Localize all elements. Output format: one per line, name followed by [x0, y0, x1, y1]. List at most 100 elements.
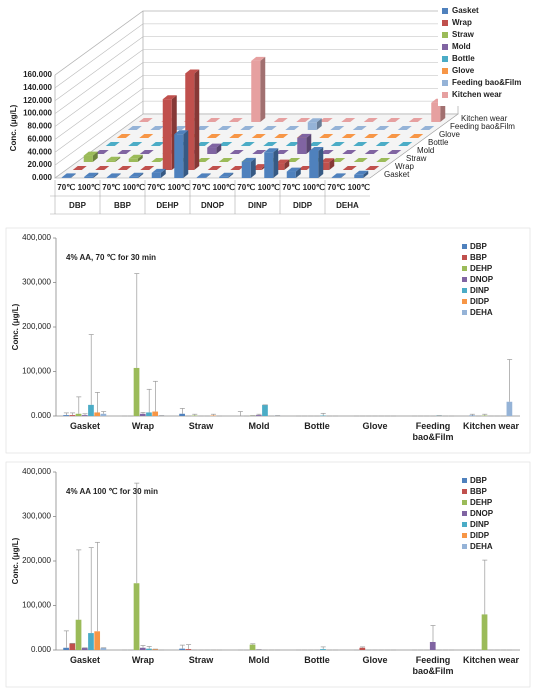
legend-swatch	[442, 68, 448, 74]
bar-top	[342, 166, 357, 170]
legend-label: DBP	[470, 242, 488, 251]
bar	[481, 614, 488, 650]
bar-side	[284, 159, 290, 170]
bar	[75, 413, 82, 416]
bar	[94, 412, 101, 416]
x-tick-label: Feeding bao&Film	[412, 655, 454, 676]
bar-top	[151, 158, 166, 162]
bar	[152, 649, 159, 650]
x-tick-label: 100℃	[168, 183, 190, 192]
bar-top	[353, 158, 368, 162]
bar-side	[93, 172, 99, 178]
x-tick-label: 70℃	[57, 183, 75, 192]
bar-top	[341, 118, 356, 122]
legend-label: Gasket	[452, 6, 479, 15]
depth-label: Gasket	[384, 170, 410, 179]
y-tick-label: 0.000	[31, 411, 52, 420]
grid-line	[54, 113, 144, 179]
bar	[69, 643, 76, 650]
y-axis-title: Conc. (μg/L)	[9, 104, 18, 151]
bar	[61, 177, 71, 178]
x-tick-label: Straw	[188, 655, 214, 665]
bar-side	[70, 173, 76, 178]
bar-side	[250, 157, 256, 178]
bar-top	[286, 167, 301, 172]
bar	[196, 177, 206, 178]
bar-side	[183, 130, 189, 178]
legend-swatch	[462, 511, 467, 516]
bar-top	[116, 134, 131, 138]
bar-side	[115, 156, 121, 162]
legend-swatch	[462, 500, 467, 505]
group-label: DIDP	[293, 201, 313, 210]
bar-top	[264, 148, 279, 153]
bar-side	[216, 143, 222, 154]
grid-line	[54, 10, 144, 76]
x-tick-label: 100℃	[213, 183, 235, 192]
x-tick-label: Bottle	[304, 421, 330, 431]
bar-side	[205, 173, 211, 178]
bar	[249, 644, 256, 650]
bar	[88, 404, 94, 416]
depth-label: Straw	[406, 154, 427, 163]
x-tick-label: 100℃	[123, 183, 145, 192]
bar-top	[397, 126, 412, 130]
bar-top	[95, 166, 110, 170]
legend-swatch	[442, 80, 448, 86]
y-axis-title: Conc. (μg/L)	[11, 303, 20, 350]
x-tick-label: 70℃	[282, 183, 300, 192]
bar	[309, 150, 319, 178]
bar	[207, 147, 217, 154]
legend-label: Glove	[452, 66, 475, 75]
bar-side	[273, 148, 279, 178]
group-label: DNOP	[201, 201, 225, 210]
x-tick-label: 70℃	[237, 183, 255, 192]
bar-top	[72, 166, 87, 170]
y-tick-label: 100.000	[23, 109, 52, 118]
bar	[264, 152, 274, 178]
bar-side	[137, 154, 143, 162]
legend-label: Kitchen wear	[452, 90, 502, 99]
x-tick-label: 70℃	[102, 183, 120, 192]
bar-top	[364, 150, 379, 154]
legend-label: DBP	[470, 476, 488, 485]
grid-line	[54, 62, 144, 127]
legend-swatch	[462, 299, 467, 304]
x-tick-label: Feeding bao&Film	[412, 421, 454, 442]
y-tick-label: 300,000	[22, 278, 51, 287]
bar-top	[83, 151, 98, 156]
bar-top	[128, 154, 143, 159]
bar-top	[375, 126, 390, 130]
x-tick-label: Bottle	[304, 655, 330, 665]
y-tick-label: 160.000	[23, 70, 52, 79]
bar	[81, 647, 88, 650]
bar	[297, 137, 307, 154]
depth-label: Mold	[417, 146, 434, 155]
bar	[63, 415, 69, 416]
bar-top	[162, 95, 177, 100]
bar	[81, 415, 88, 416]
bar-top	[127, 126, 142, 130]
x-tick-label: Mold	[248, 421, 270, 431]
y-tick-label: 100,000	[22, 367, 51, 376]
x-tick-label: Gasket	[69, 421, 101, 431]
group-label: DINP	[248, 201, 268, 210]
grid-line	[54, 88, 144, 153]
x-tick-label: Straw	[188, 421, 214, 431]
bar-top	[275, 159, 290, 164]
legend-label: DNOP	[470, 509, 494, 518]
bar	[307, 122, 317, 130]
bar	[185, 649, 192, 650]
depth-label: Glove	[439, 130, 460, 139]
legend-label: DIDP	[470, 531, 490, 540]
bar	[94, 631, 101, 650]
bar-top	[273, 118, 288, 122]
bar-top	[240, 126, 255, 130]
legend-swatch	[442, 8, 448, 14]
bar-top	[218, 142, 233, 146]
legend-label: DEHP	[470, 264, 493, 273]
bar-side	[194, 69, 200, 170]
bar	[320, 162, 330, 170]
bar-top	[84, 172, 99, 177]
y-tick-label: 400,000	[22, 233, 51, 242]
